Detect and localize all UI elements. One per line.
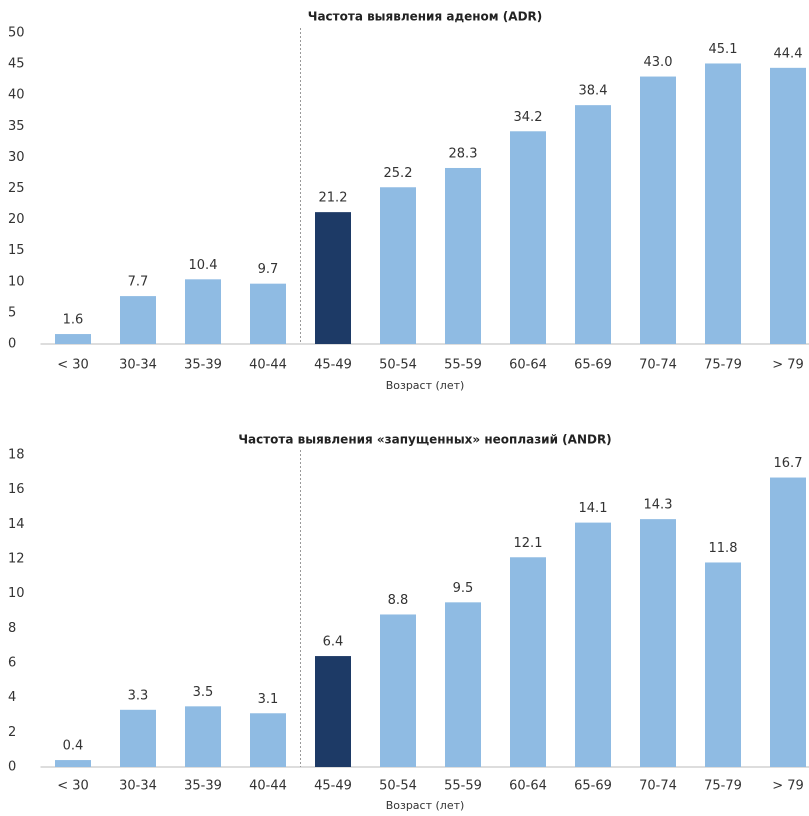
x-tick-label: 40-44	[249, 779, 287, 794]
data-label: 3.3	[128, 688, 149, 703]
data-label: 1.6	[63, 313, 84, 328]
y-tick-label: 10	[8, 274, 25, 289]
data-label: 16.7	[774, 456, 803, 471]
bar	[575, 105, 611, 344]
y-tick-label: 30	[8, 150, 25, 165]
x-tick-label: 70-74	[639, 358, 677, 373]
y-tick-label: 6	[8, 656, 16, 671]
data-label: 7.7	[128, 275, 149, 290]
data-label: 6.4	[323, 635, 344, 650]
bar	[55, 760, 91, 767]
x-tick-label: 30-34	[119, 779, 157, 794]
y-tick-label: 35	[8, 119, 25, 134]
y-tick-label: 14	[8, 517, 25, 532]
bar	[640, 519, 676, 767]
chart-title: Частота выявления «запущенных» неоплазий…	[238, 433, 611, 447]
bar	[120, 296, 156, 344]
bar	[250, 283, 286, 344]
bar	[380, 187, 416, 344]
data-label: 43.0	[644, 55, 673, 70]
y-tick-label: 18	[8, 448, 25, 463]
x-axis-label: Возраст (лет)	[386, 379, 465, 392]
x-tick-label: 45-49	[314, 358, 352, 373]
data-label: 11.8	[709, 541, 738, 556]
x-tick-label: 60-64	[509, 779, 547, 794]
bar	[315, 212, 351, 344]
bar	[120, 709, 156, 767]
y-tick-label: 0	[8, 760, 16, 775]
y-tick-label: 0	[8, 337, 16, 352]
data-label: 14.3	[644, 498, 673, 513]
x-tick-label: 55-59	[444, 358, 482, 373]
bar	[640, 76, 676, 344]
data-label: 9.5	[453, 581, 474, 596]
x-tick-label: 75-79	[704, 779, 742, 794]
y-tick-label: 25	[8, 181, 25, 196]
x-tick-label: 55-59	[444, 779, 482, 794]
data-label: 12.1	[514, 536, 543, 551]
x-tick-label: 35-39	[184, 358, 222, 373]
x-tick-label: 45-49	[314, 779, 352, 794]
x-tick-label: 40-44	[249, 358, 287, 373]
bar	[250, 713, 286, 767]
x-tick-label: 70-74	[639, 779, 677, 794]
data-label: 3.1	[258, 692, 279, 707]
x-tick-label: 50-54	[379, 358, 417, 373]
data-label: 0.4	[63, 739, 84, 754]
data-label: 28.3	[449, 146, 478, 161]
y-tick-label: 12	[8, 552, 25, 567]
data-label: 9.7	[258, 262, 279, 277]
x-axis-label: Возраст (лет)	[386, 799, 465, 812]
y-tick-label: 5	[8, 305, 16, 320]
y-tick-label: 20	[8, 212, 25, 227]
data-label: 8.8	[388, 593, 409, 608]
data-label: 21.2	[319, 191, 348, 206]
bar	[55, 334, 91, 344]
x-tick-label: > 79	[772, 779, 804, 794]
bar	[705, 63, 741, 345]
bar	[510, 557, 546, 767]
data-label: 45.1	[709, 42, 738, 57]
bar	[315, 656, 351, 767]
x-tick-label: 30-34	[119, 358, 157, 373]
bar	[185, 279, 221, 344]
bar	[770, 67, 806, 344]
x-tick-label: > 79	[772, 358, 804, 373]
y-tick-label: 2	[8, 725, 16, 740]
y-tick-label: 16	[8, 482, 25, 497]
data-label: 3.5	[193, 685, 214, 700]
y-tick-label: 40	[8, 88, 25, 103]
y-tick-label: 10	[8, 586, 25, 601]
x-tick-label: 65-69	[574, 358, 612, 373]
bar	[185, 706, 221, 767]
x-tick-label: < 30	[57, 358, 89, 373]
bar	[575, 522, 611, 767]
bar	[445, 602, 481, 767]
y-tick-label: 50	[8, 26, 25, 41]
data-label: 34.2	[514, 110, 543, 125]
bar	[380, 614, 416, 767]
x-tick-label: 65-69	[574, 779, 612, 794]
data-label: 38.4	[579, 84, 608, 99]
y-tick-label: 8	[8, 621, 16, 636]
bar	[510, 131, 546, 344]
y-tick-label: 45	[8, 57, 25, 72]
data-label: 25.2	[384, 166, 413, 181]
data-label: 10.4	[189, 258, 218, 273]
y-tick-label: 15	[8, 243, 25, 258]
bar	[705, 562, 741, 767]
chart-title: Частота выявления аденом (ADR)	[308, 10, 543, 24]
data-label: 44.4	[774, 46, 803, 61]
x-tick-label: 35-39	[184, 779, 222, 794]
bar	[770, 477, 806, 767]
y-tick-label: 4	[8, 690, 16, 705]
x-tick-label: < 30	[57, 779, 89, 794]
bar	[445, 167, 481, 344]
x-tick-label: 75-79	[704, 358, 742, 373]
x-tick-label: 50-54	[379, 779, 417, 794]
data-label: 14.1	[579, 501, 608, 516]
x-tick-label: 60-64	[509, 358, 547, 373]
